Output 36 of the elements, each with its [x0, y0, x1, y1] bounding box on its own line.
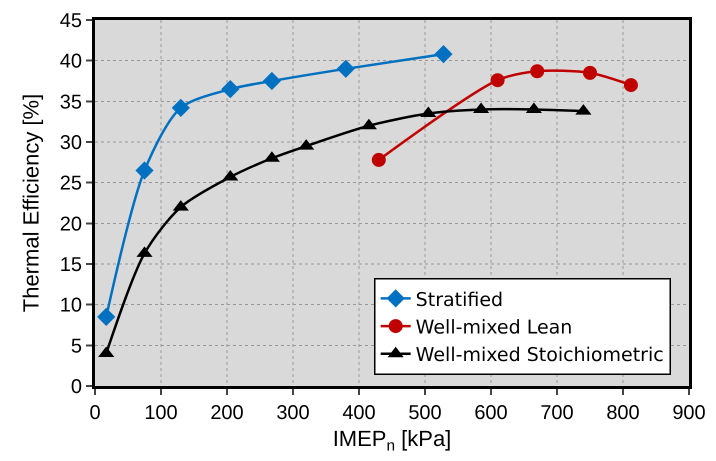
y-tick-label: 10	[60, 294, 82, 317]
x-tick-label: 0	[89, 402, 101, 424]
legend-label: Well-mixed Lean	[416, 316, 572, 338]
point	[530, 64, 544, 78]
x-axis-title: IMEP$_{n}$ [kPa]	[332, 426, 452, 455]
y-tick-label: 35	[60, 91, 82, 114]
y-tick-label: 15	[60, 254, 82, 276]
y-tick-label: 45	[60, 10, 82, 32]
point	[135, 161, 154, 180]
x-tick-label: 700	[540, 402, 574, 424]
y-tick-label: 30	[60, 132, 82, 154]
point	[262, 72, 281, 90]
x-tick-label: 600	[474, 402, 508, 424]
point	[336, 60, 355, 78]
x-tick-label: 100	[144, 402, 178, 424]
point	[434, 45, 453, 64]
y-axis-title: Thermal Efficiency [%]	[18, 94, 44, 312]
x-tick-label: 300	[276, 402, 310, 424]
point	[583, 66, 597, 80]
y-tick-label: 5	[70, 335, 82, 358]
y-tick-label: 40	[60, 50, 82, 73]
x-tick-label: 400	[342, 402, 376, 424]
legend-label: Well-mixed Stoichiometric	[416, 344, 664, 366]
x-tick-label: 500	[408, 402, 442, 424]
y-tick-label: 0	[70, 376, 82, 398]
x-tick-label: 900	[672, 402, 706, 424]
point	[172, 98, 190, 117]
point	[372, 152, 386, 167]
legend-label: Stratified	[416, 288, 504, 311]
point	[221, 80, 240, 98]
point	[490, 73, 505, 88]
point	[624, 78, 638, 92]
x-tick-label: 800	[606, 402, 640, 424]
x-tick-label: 200	[210, 402, 244, 424]
y-tick-label: 25	[60, 172, 82, 195]
y-tick-label: 20	[60, 213, 82, 236]
